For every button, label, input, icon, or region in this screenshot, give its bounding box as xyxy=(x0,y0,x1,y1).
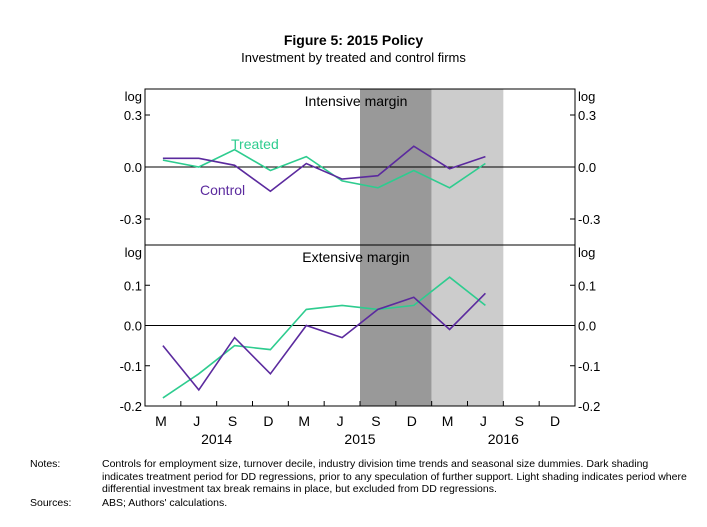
y-tick-label-left: -0.1 xyxy=(120,359,142,374)
x-month-label: S xyxy=(371,413,380,429)
y-tick-label-right: -0.1 xyxy=(578,359,600,374)
y-unit-label-left-panel-2: log xyxy=(125,245,142,260)
x-month-label: D xyxy=(263,413,273,429)
x-year-label: 2014 xyxy=(201,431,232,447)
series-line-control-panel-2 xyxy=(162,292,486,392)
series-line-treated-panel-2 xyxy=(162,276,486,399)
figure-title: Figure 5: 2015 Policy xyxy=(283,32,424,48)
sources-text: ABS; Authors' calculations. xyxy=(102,497,228,509)
series-label-control: Control xyxy=(200,182,245,198)
x-month-label: D xyxy=(407,413,417,429)
series-line-treated-panel-1 xyxy=(162,148,486,189)
x-month-label: M xyxy=(442,413,454,429)
x-month-label: S xyxy=(228,413,237,429)
panel-title-1: Intensive margin xyxy=(305,93,408,109)
panel-title-2: Extensive margin xyxy=(302,249,409,265)
y-unit-label-right-panel-1: log xyxy=(578,89,595,104)
notes-label: Notes: xyxy=(30,458,61,470)
x-month-label: D xyxy=(550,413,560,429)
series-label-treated: Treated xyxy=(231,136,279,152)
y-unit-label-right-panel-2: log xyxy=(578,245,595,260)
series-line-control-panel-1 xyxy=(162,145,486,193)
y-unit-label-left-panel-1: log xyxy=(125,89,142,104)
notes-text: Controls for employment size, turnover d… xyxy=(102,458,687,495)
x-month-label: M xyxy=(155,413,167,429)
sources-label: Sources: xyxy=(30,497,72,509)
y-tick-label-left: -0.3 xyxy=(120,212,142,227)
y-tick-label-right: 0.3 xyxy=(578,108,596,123)
y-tick-label-right: -0.2 xyxy=(578,399,600,414)
chart-area: log log 0.3 0.3 0.0 0.0 -0.3 -0.3 Intensive marg… xyxy=(120,88,600,447)
x-month-label: J xyxy=(193,413,200,429)
y-tick-label-right: 0.0 xyxy=(578,160,596,175)
y-tick-label-left: 0.3 xyxy=(124,108,142,123)
x-month-label: J xyxy=(337,413,344,429)
figure-subtitle: Investment by treated and control firms xyxy=(241,50,466,65)
y-tick-label-left: -0.2 xyxy=(120,399,142,414)
x-month-label: S xyxy=(515,413,524,429)
y-tick-label-left: 0.0 xyxy=(124,160,142,175)
y-tick-label-left: 0.0 xyxy=(124,319,142,334)
x-year-label: 2015 xyxy=(344,431,375,447)
y-tick-label-right: 0.0 xyxy=(578,319,596,334)
y-tick-label-right: 0.1 xyxy=(578,278,596,293)
x-month-label: M xyxy=(298,413,310,429)
x-month-label: J xyxy=(480,413,487,429)
y-tick-label-left: 0.1 xyxy=(124,278,142,293)
x-year-label: 2016 xyxy=(488,431,519,447)
y-tick-label-right: -0.3 xyxy=(578,212,600,227)
